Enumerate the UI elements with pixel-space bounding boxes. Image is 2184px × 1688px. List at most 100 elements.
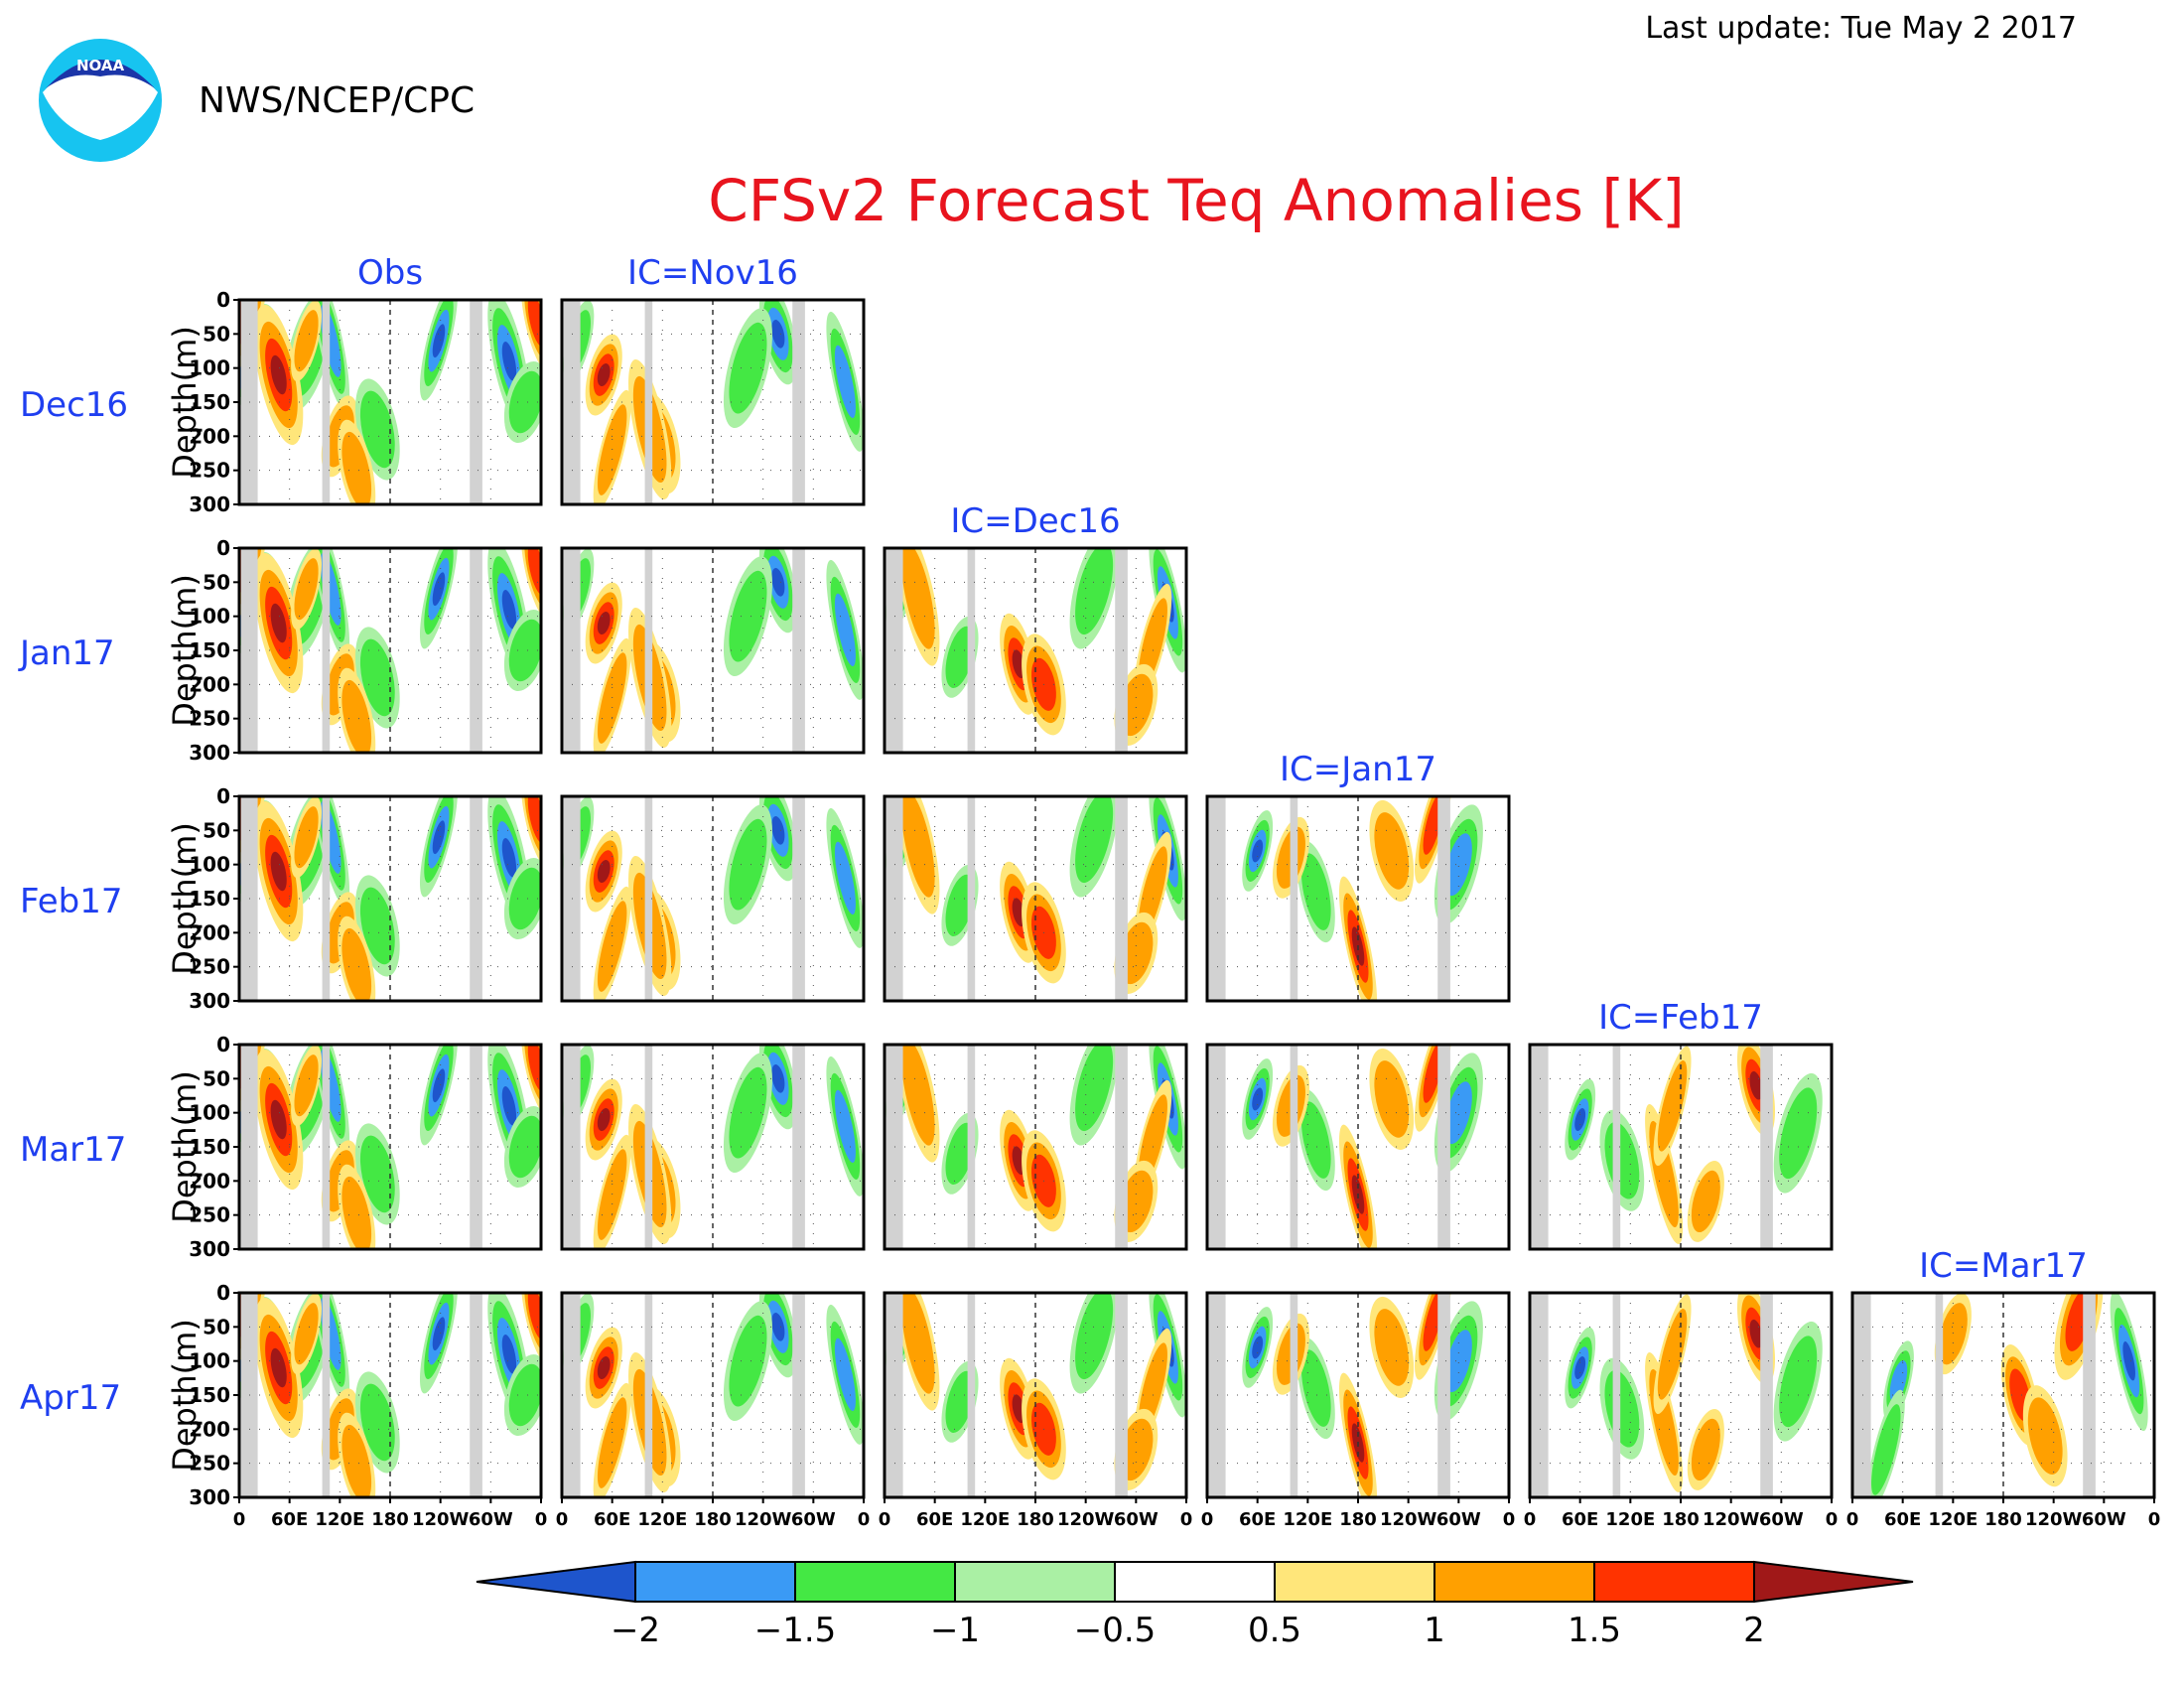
anomaly-blob xyxy=(1773,1072,1823,1194)
x-tick-label: 180 xyxy=(1662,1509,1700,1530)
land-mask xyxy=(1115,1293,1128,1497)
panel-r2-c3 xyxy=(1205,794,1511,1003)
land-mask xyxy=(1115,1045,1128,1249)
x-tick-label: 120E xyxy=(1928,1509,1978,1530)
panel-frame xyxy=(883,794,1188,1003)
y-axis-label: Depth(m) xyxy=(166,1070,204,1223)
gridlines xyxy=(562,1293,864,1497)
anomaly-blob xyxy=(254,1297,304,1439)
logo-text: NOAA xyxy=(76,57,125,74)
anomaly-contour xyxy=(359,638,395,717)
y-tick-label: 200 xyxy=(189,920,230,944)
x-tick-label: 0 xyxy=(2148,1509,2161,1530)
anomaly-contour xyxy=(1075,1045,1114,1132)
anomaly-contour xyxy=(729,1066,767,1159)
anomaly-contour xyxy=(597,1149,627,1240)
anomaly-contour xyxy=(341,1424,372,1497)
y-tick-label: 0 xyxy=(216,1033,230,1056)
anomaly-blob xyxy=(1069,1293,1119,1394)
panel-r0-c0: 0 50 100 150 200 250 300 Depth(m) xyxy=(166,288,543,516)
x-tick-label: 60E xyxy=(1884,1509,1921,1530)
anomaly-contour xyxy=(597,652,627,744)
anomaly-contour xyxy=(270,1347,287,1388)
anomaly-contour xyxy=(900,1293,935,1394)
anomaly-contour xyxy=(597,404,627,495)
anomaly-contour xyxy=(294,558,319,621)
anomaly-contour xyxy=(508,619,541,682)
chart-title: CFSv2 Forecast Teq Anomalies [K] xyxy=(708,167,1685,234)
land-mask xyxy=(792,1045,805,1249)
x-tick-label: 60W xyxy=(1114,1509,1159,1530)
anomaly-contour xyxy=(1871,1404,1901,1495)
panel-r2-c0: 0 50 100 150 200 250 300 Depth(m) xyxy=(166,784,543,1013)
x-tick-label: 120W xyxy=(1057,1509,1115,1530)
anomaly-blob xyxy=(1242,810,1274,892)
panel-r3-c2 xyxy=(883,1043,1188,1251)
land-mask xyxy=(1115,548,1128,753)
anomaly-contour xyxy=(771,816,785,845)
x-tick-label: 60E xyxy=(1562,1509,1598,1530)
x-axis: 0 60E 120E 180 120W 60W 0 xyxy=(879,1497,1193,1530)
y-tick-label: 250 xyxy=(189,459,230,483)
y-axis: 0 50 100 150 200 250 300 Depth(m) xyxy=(166,1033,239,1261)
panel-r4-c5: 0 60E 120E 180 120W 60W 0 xyxy=(1846,1291,2161,1530)
panel-r4-c3: 0 60E 120E 180 120W 60W 0 xyxy=(1201,1291,1515,1530)
y-axis: 0 50 100 150 200 250 300 Depth(m) xyxy=(166,784,239,1013)
y-tick-label: 250 xyxy=(189,1203,230,1227)
colorbar-segment xyxy=(1114,1561,1276,1603)
gridlines xyxy=(562,796,864,1001)
panel-r2-c2 xyxy=(883,794,1188,1003)
panel-r4-c4: 0 60E 120E 180 120W 60W 0 xyxy=(1524,1291,1839,1530)
panel-frame xyxy=(1205,1043,1511,1251)
anomaly-blob xyxy=(503,1353,541,1437)
row-label-jan17: Jan17 xyxy=(18,633,115,673)
anomaly-contour xyxy=(1691,1418,1720,1481)
anomaly-contour xyxy=(508,867,541,930)
y-axis-label: Depth(m) xyxy=(166,574,204,727)
anomaly-contour xyxy=(1252,1087,1264,1111)
land-mask xyxy=(470,796,482,1001)
anomaly-blob xyxy=(1069,1045,1119,1146)
gridlines xyxy=(239,1293,541,1497)
y-tick-label: 250 xyxy=(189,955,230,979)
panel-r3-c4 xyxy=(1528,1043,1834,1251)
anomaly-contour xyxy=(1691,1170,1720,1233)
panel-frame xyxy=(560,1043,866,1251)
x-tick-label: 60W xyxy=(791,1509,836,1530)
anomaly-blob xyxy=(419,1045,458,1146)
x-tick-label: 0 xyxy=(858,1509,871,1530)
y-tick-label: 200 xyxy=(189,424,230,448)
anomaly-contour xyxy=(729,818,767,911)
y-axis-label: Depth(m) xyxy=(166,326,204,479)
x-tick-label: 60E xyxy=(1239,1509,1276,1530)
y-tick-label: 100 xyxy=(189,853,230,877)
anomaly-contour xyxy=(1374,1309,1410,1386)
y-tick-label: 0 xyxy=(216,536,230,560)
anomaly-contour xyxy=(1574,1356,1586,1380)
anomaly-contour xyxy=(508,370,541,434)
gridlines xyxy=(1852,1293,2154,1497)
anomaly-contour xyxy=(1075,548,1114,635)
anomaly-blob xyxy=(593,637,631,753)
anomaly-blob xyxy=(338,1164,376,1249)
land-mask xyxy=(792,300,805,504)
anomaly-blob xyxy=(1069,796,1119,898)
land-mask xyxy=(967,796,976,1001)
anomaly-contour xyxy=(501,1086,517,1126)
anomaly-blob xyxy=(1687,1160,1724,1242)
anomaly-blob xyxy=(826,807,864,948)
anomaly-blob xyxy=(291,300,323,382)
colorbar-segment xyxy=(634,1561,796,1603)
x-tick-label: 0 xyxy=(1826,1509,1839,1530)
panel-r1-c0: 0 50 100 150 200 250 300 Depth(m) xyxy=(166,536,543,765)
x-tick-label: 0 xyxy=(1180,1509,1193,1530)
anomaly-contour xyxy=(501,1335,517,1374)
anomaly-blob xyxy=(723,804,772,925)
colorbar-left-arrow xyxy=(476,1560,636,1604)
anomaly-blob xyxy=(585,582,622,664)
land-mask xyxy=(1935,1293,1944,1497)
x-tick-label: 120W xyxy=(1380,1509,1437,1530)
anomaly-contour xyxy=(359,1383,395,1462)
anomaly-contour xyxy=(508,1115,541,1179)
